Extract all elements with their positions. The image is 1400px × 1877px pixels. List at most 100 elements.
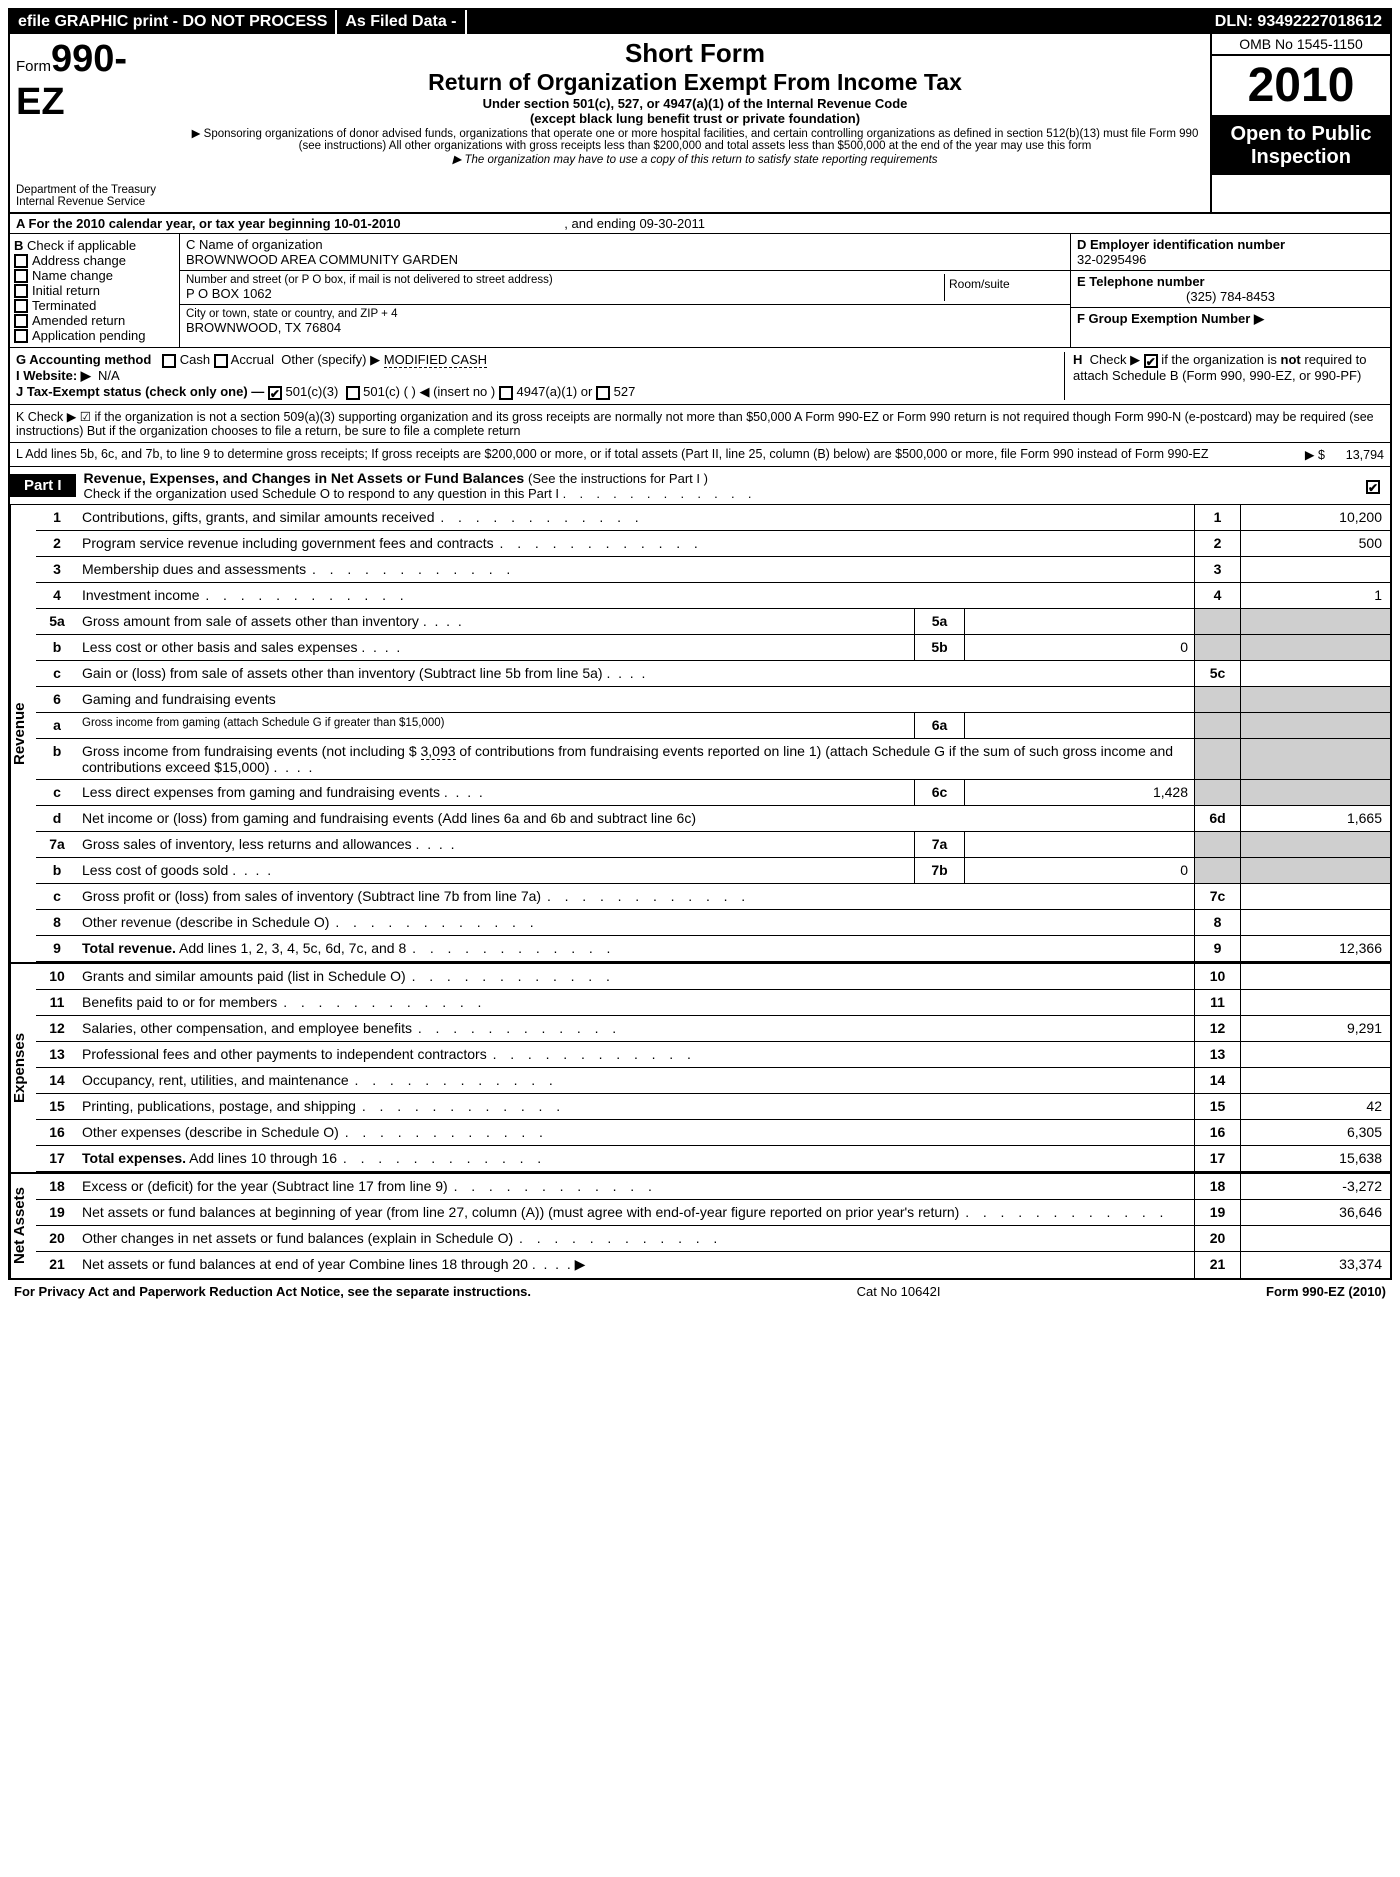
l7a-rshade xyxy=(1194,832,1240,857)
street: P O BOX 1062 xyxy=(186,286,944,301)
l17-rno: 17 xyxy=(1194,1146,1240,1171)
l5b-no: b xyxy=(36,635,78,660)
sched-o-checkbox[interactable]: ✔ xyxy=(1366,480,1380,494)
l5c-val xyxy=(1240,661,1390,686)
h-checkbox[interactable]: ✔ xyxy=(1144,354,1158,368)
cash-checkbox[interactable] xyxy=(162,354,176,368)
l14-val xyxy=(1240,1068,1390,1093)
footer-mid: Cat No 10642I xyxy=(857,1284,941,1299)
l13-desc: Professional fees and other payments to … xyxy=(78,1042,1194,1067)
sponsor-note: ▶ Sponsoring organizations of donor advi… xyxy=(188,126,1202,152)
g-label: G Accounting method xyxy=(16,352,151,367)
l9-val: 12,366 xyxy=(1240,936,1390,961)
l21-no: 21 xyxy=(36,1252,78,1278)
l12-rno: 12 xyxy=(1194,1016,1240,1041)
l7a-no: 7a xyxy=(36,832,78,857)
j-501c3: 501(c)(3) xyxy=(286,384,339,399)
l14-rno: 14 xyxy=(1194,1068,1240,1093)
org-name: BROWNWOOD AREA COMMUNITY GARDEN xyxy=(186,252,1064,267)
l2-val: 500 xyxy=(1240,531,1390,556)
form-title: Return of Organization Exempt From Incom… xyxy=(188,69,1202,96)
l8-no: 8 xyxy=(36,910,78,935)
l6a-no: a xyxy=(36,713,78,738)
l7a-desc: Gross sales of inventory, less returns a… xyxy=(78,832,914,857)
l4-val: 1 xyxy=(1240,583,1390,608)
l6c-desc: Less direct expenses from gaming and fun… xyxy=(78,780,914,805)
l1-rno: 1 xyxy=(1194,505,1240,530)
l15-rno: 15 xyxy=(1194,1094,1240,1119)
street-label: Number and street (or P O box, if mail i… xyxy=(186,274,944,286)
l4-no: 4 xyxy=(36,583,78,608)
l7c-desc: Gross profit or (loss) from sales of inv… xyxy=(78,884,1194,909)
name-change-checkbox[interactable] xyxy=(14,269,28,283)
l6a-ival xyxy=(965,713,1194,738)
501c-checkbox[interactable] xyxy=(346,386,360,400)
l19-rno: 19 xyxy=(1194,1200,1240,1225)
footer-left: For Privacy Act and Paperwork Reduction … xyxy=(14,1284,531,1299)
l9-no: 9 xyxy=(36,936,78,961)
room-suite: Room/suite xyxy=(944,274,1064,301)
l5a-rshade xyxy=(1194,609,1240,634)
l13-val xyxy=(1240,1042,1390,1067)
j-label: J Tax-Exempt status (check only one) — xyxy=(16,384,264,399)
addr-change-checkbox[interactable] xyxy=(14,254,28,268)
section-b: B Check if applicable Address change Nam… xyxy=(10,234,180,347)
part1-title: Revenue, Expenses, and Changes in Net As… xyxy=(84,470,525,486)
section-c: C Name of organization BROWNWOOD AREA CO… xyxy=(180,234,1070,347)
initial-checkbox[interactable] xyxy=(14,284,28,298)
initial: Initial return xyxy=(32,283,100,298)
website-label: I Website: ▶ xyxy=(16,368,91,383)
l6d-desc: Net income or (loss) from gaming and fun… xyxy=(78,806,1194,831)
addr-change: Address change xyxy=(32,253,126,268)
501c3-checkbox[interactable]: ✔ xyxy=(268,386,282,400)
l12-desc: Salaries, other compensation, and employ… xyxy=(78,1016,1194,1041)
l-arrow: ▶ $ xyxy=(1305,448,1325,462)
irs: Internal Revenue Service xyxy=(16,196,174,208)
l17-no: 17 xyxy=(36,1146,78,1171)
l7c-rno: 7c xyxy=(1194,884,1240,909)
j-501c: 501(c) ( ) ◀ (insert no ) xyxy=(363,384,495,399)
part1-label: Part I xyxy=(10,474,76,497)
l6b-vshade xyxy=(1240,739,1390,779)
l6b-no: b xyxy=(36,739,78,779)
l6c-ival: 1,428 xyxy=(965,780,1194,805)
l6-vshade xyxy=(1240,687,1390,712)
accrual-checkbox[interactable] xyxy=(214,354,228,368)
form-container: efile GRAPHIC print - DO NOT PROCESS As … xyxy=(8,8,1392,1280)
l10-val xyxy=(1240,964,1390,989)
l10-rno: 10 xyxy=(1194,964,1240,989)
l12-no: 12 xyxy=(36,1016,78,1041)
l5b-desc: Less cost or other basis and sales expen… xyxy=(78,635,914,660)
l6a-rshade xyxy=(1194,713,1240,738)
l6a-desc: Gross income from gaming (attach Schedul… xyxy=(78,713,914,738)
section-k: K Check ▶ ☑ if the organization is not a… xyxy=(10,405,1390,443)
l19-no: 19 xyxy=(36,1200,78,1225)
terminated-checkbox[interactable] xyxy=(14,299,28,313)
k-text: K Check ▶ ☑ if the organization is not a… xyxy=(16,410,1374,438)
l3-val xyxy=(1240,557,1390,582)
city: BROWNWOOD, TX 76804 xyxy=(186,320,397,335)
l7b-ino: 7b xyxy=(915,858,965,883)
header-middle: Short Form Return of Organization Exempt… xyxy=(180,34,1210,212)
l10-desc: Grants and similar amounts paid (list in… xyxy=(78,964,1194,989)
l5a-vshade xyxy=(1240,609,1390,634)
d-label: D Employer identification number xyxy=(1077,237,1285,252)
form-990ez: 990-EZ xyxy=(16,38,127,123)
4947-checkbox[interactable] xyxy=(499,386,513,400)
amended-checkbox[interactable] xyxy=(14,314,28,328)
l6b-desc: Gross income from fundraising events (no… xyxy=(78,739,1194,779)
tax-year: 2010 xyxy=(1212,56,1390,117)
l8-val xyxy=(1240,910,1390,935)
name-change: Name change xyxy=(32,268,113,283)
app-pending-checkbox[interactable] xyxy=(14,329,28,343)
l5c-rno: 5c xyxy=(1194,661,1240,686)
l7b-vshade xyxy=(1240,858,1390,883)
l6d-no: d xyxy=(36,806,78,831)
l17-desc: Total expenses. Add lines 10 through 16 xyxy=(78,1146,1194,1171)
527-checkbox[interactable] xyxy=(596,386,610,400)
efile-notice: efile GRAPHIC print - DO NOT PROCESS xyxy=(10,10,337,34)
l4-rno: 4 xyxy=(1194,583,1240,608)
footer: For Privacy Act and Paperwork Reduction … xyxy=(8,1280,1392,1303)
l18-rno: 18 xyxy=(1194,1174,1240,1199)
l1-desc: Contributions, gifts, grants, and simila… xyxy=(78,505,1194,530)
